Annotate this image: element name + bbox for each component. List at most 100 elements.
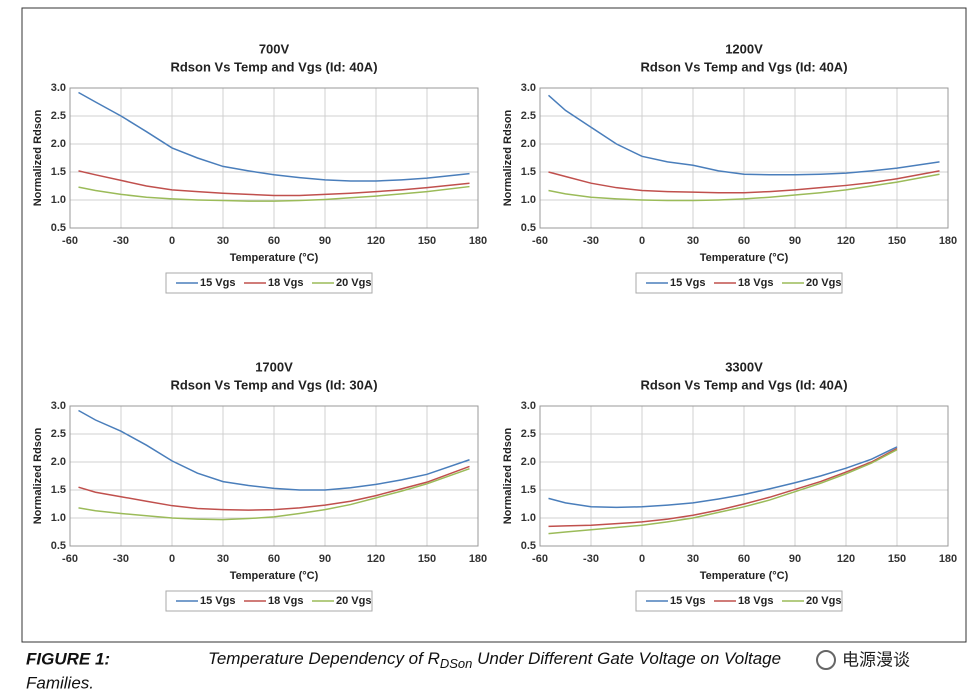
line-series [548, 446, 898, 509]
legend-label: 15 Vgs [670, 595, 705, 607]
x-tick-label: -30 [113, 235, 129, 247]
line-series [548, 94, 940, 176]
x-tick-label: -30 [113, 553, 129, 565]
caption-subscript: DSon [440, 656, 473, 671]
x-tick-label: 120 [837, 553, 855, 565]
x-tick-label: 90 [319, 553, 331, 565]
y-tick-label: 0.5 [521, 222, 536, 234]
x-tick-label: 180 [939, 553, 957, 565]
chart-subtitle: Rdson Vs Temp and Vgs (Id: 40A) [640, 377, 847, 392]
y-axis-label: Normalized Rdson [32, 109, 44, 206]
chart-subtitle: Rdson Vs Temp and Vgs (Id: 40A) [640, 59, 847, 74]
line-series [78, 91, 470, 182]
y-tick-label: 2.0 [521, 138, 536, 150]
y-tick-label: 0.5 [521, 540, 536, 552]
y-tick-label: 2.0 [51, 138, 66, 150]
line-series [548, 173, 940, 202]
line-series [548, 170, 940, 194]
caption-label: FIGURE 1: [26, 649, 110, 668]
y-tick-label: 2.5 [521, 428, 536, 440]
x-axis-label: Temperature (°C) [700, 252, 789, 264]
frame [21, 7, 967, 643]
y-tick-label: 2.5 [51, 110, 66, 122]
line-series [78, 468, 470, 521]
x-tick-label: 180 [469, 235, 487, 247]
caption-text: Temperature Dependency of RDSon Under Di… [208, 649, 781, 671]
y-tick-label: 2.5 [521, 110, 536, 122]
y-tick-label: 2.0 [521, 456, 536, 468]
x-axis-label: Temperature (°C) [230, 252, 319, 264]
line-series [548, 449, 898, 535]
legend-label: 15 Vgs [670, 277, 705, 289]
caption-part: Under Different Gate Voltage on Voltage [472, 649, 781, 668]
caption-part: Temperature Dependency of R [208, 649, 440, 668]
legend-box [635, 272, 843, 294]
y-tick-label: 1.5 [51, 166, 66, 178]
x-tick-label: 60 [738, 235, 750, 247]
x-axis-label: Temperature (°C) [700, 570, 789, 582]
y-tick-label: 1.5 [521, 484, 536, 496]
x-tick-label: 150 [888, 553, 906, 565]
x-tick-label: 0 [639, 553, 645, 565]
y-axis-label: Normalized Rdson [32, 427, 44, 524]
x-tick-label: -60 [532, 235, 548, 247]
x-tick-label: 90 [789, 235, 801, 247]
line-series [78, 409, 470, 491]
plot-border [539, 87, 949, 229]
legend-label: 18 Vgs [268, 595, 303, 607]
x-tick-label: 30 [217, 235, 229, 247]
y-tick-label: 2.5 [51, 428, 66, 440]
x-tick-label: -30 [583, 553, 599, 565]
x-tick-label: 60 [268, 235, 280, 247]
plot-border [539, 405, 949, 547]
line-series [78, 185, 470, 202]
x-tick-label: 90 [789, 553, 801, 565]
legend-label: 20 Vgs [336, 277, 371, 289]
x-tick-label: -60 [532, 553, 548, 565]
line-series [548, 447, 898, 528]
x-tick-label: 120 [837, 235, 855, 247]
x-tick-label: 150 [888, 235, 906, 247]
line-series [78, 170, 470, 197]
y-tick-label: 3.0 [521, 82, 536, 94]
x-tick-label: 60 [738, 553, 750, 565]
x-tick-label: 90 [319, 235, 331, 247]
y-tick-label: 3.0 [51, 82, 66, 94]
x-tick-label: -60 [62, 235, 78, 247]
x-tick-label: 30 [217, 553, 229, 565]
x-axis-label: Temperature (°C) [230, 570, 319, 582]
x-tick-label: 60 [268, 553, 280, 565]
y-tick-label: 1.0 [51, 194, 66, 206]
x-tick-label: 150 [418, 553, 436, 565]
x-tick-label: 30 [687, 553, 699, 565]
x-tick-label: 180 [469, 553, 487, 565]
y-axis-label: Normalized Rdson [502, 427, 514, 524]
x-tick-label: 120 [367, 235, 385, 247]
x-tick-label: -30 [583, 235, 599, 247]
y-tick-label: 3.0 [521, 400, 536, 412]
x-tick-label: -60 [62, 553, 78, 565]
y-tick-label: 0.5 [51, 540, 66, 552]
watermark-icon [816, 650, 836, 670]
plot-border [69, 405, 479, 547]
legend-label: 20 Vgs [336, 595, 371, 607]
legend-label: 20 Vgs [806, 595, 841, 607]
x-tick-label: 0 [639, 235, 645, 247]
x-tick-label: 0 [169, 553, 175, 565]
y-tick-label: 0.5 [51, 222, 66, 234]
y-tick-label: 1.5 [521, 166, 536, 178]
y-tick-label: 1.0 [521, 512, 536, 524]
line-series [78, 465, 470, 511]
chart-title: 1200V [725, 41, 763, 56]
y-tick-label: 1.5 [51, 484, 66, 496]
legend-label: 18 Vgs [268, 277, 303, 289]
caption-text: Families. [26, 673, 94, 692]
y-tick-label: 1.0 [51, 512, 66, 524]
chart-title: 1700V [255, 359, 293, 374]
y-tick-label: 2.0 [51, 456, 66, 468]
y-axis-label: Normalized Rdson [502, 109, 514, 206]
chart-subtitle: Rdson Vs Temp and Vgs (Id: 40A) [170, 59, 377, 74]
watermark: 电源漫谈 [842, 650, 910, 669]
y-tick-label: 3.0 [51, 400, 66, 412]
